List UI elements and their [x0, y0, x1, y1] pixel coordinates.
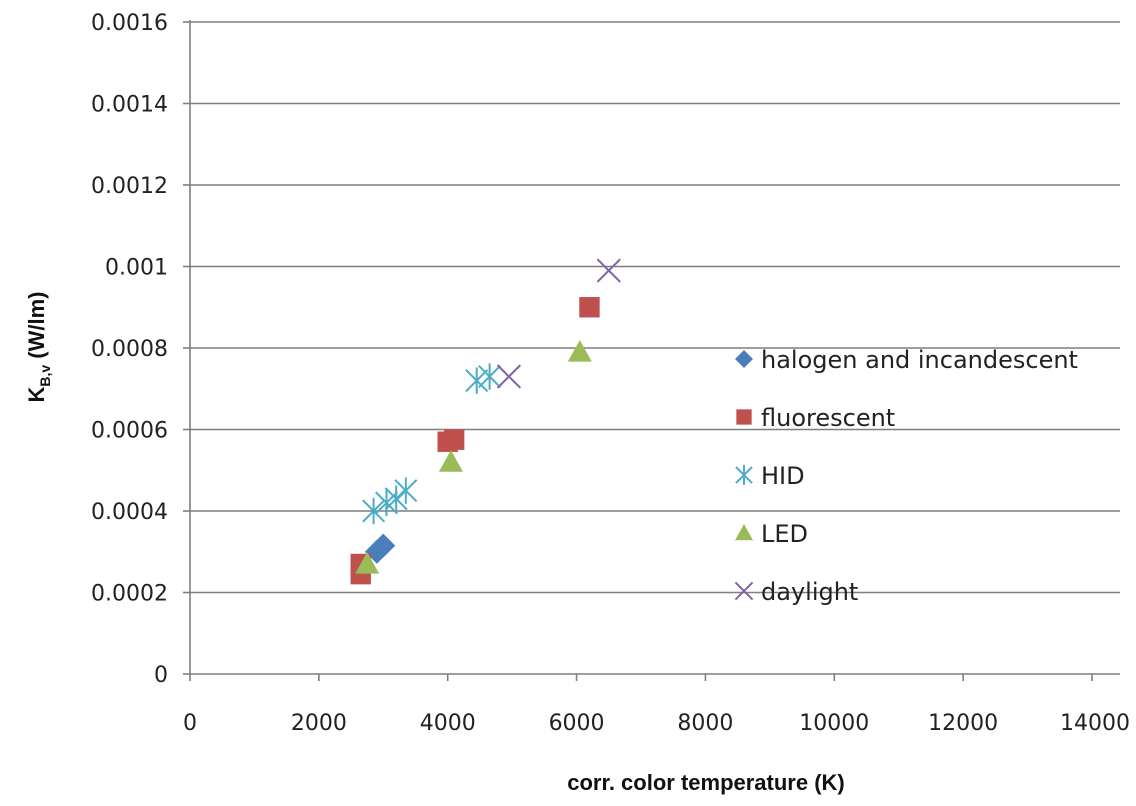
data-point-asterisk — [394, 477, 418, 504]
y-tick-label: 0.0012 — [91, 174, 168, 199]
legend: halogen and incandescent fluorescent HID LE… — [734, 346, 1078, 606]
legend-marker-triangle — [735, 524, 753, 541]
y-tick-label: 0.0004 — [91, 500, 168, 525]
y-tick-labels: 0 0.0002 0.0004 0.0006 0.0008 0.001 0.0012 0.00… — [91, 11, 168, 688]
gridlines — [190, 21, 1120, 594]
legend-marker-asterisk — [735, 465, 753, 485]
data-point-asterisk — [362, 497, 386, 525]
data-point-asterisk — [384, 485, 408, 512]
data-point-asterisk — [465, 367, 489, 394]
x-tick-labels: 0 2000 4000 6000 8000 10000 12000 14000 — [183, 711, 1130, 736]
x-tick-label: 0 — [183, 711, 197, 736]
data-point-square — [443, 429, 465, 450]
data-point-triangle — [438, 450, 463, 472]
y-axis-title-main: K — [24, 387, 49, 403]
y-axis-title-unit: (W/lm) — [24, 291, 49, 364]
axes — [183, 20, 1120, 681]
legend-label: HID — [761, 462, 805, 490]
y-tick-label: 0.001 — [105, 256, 168, 281]
data-point-square — [579, 297, 600, 318]
legend-marker-square — [736, 409, 752, 425]
data-point-triangle — [567, 340, 592, 362]
data-point-x — [496, 364, 522, 389]
y-tick-label: 0.0002 — [91, 582, 168, 607]
legend-label: halogen and incandescent — [761, 346, 1078, 374]
legend-label: fluorescent — [761, 404, 895, 432]
y-tick-label: 0.0016 — [91, 11, 168, 36]
x-tick-label: 8000 — [677, 711, 733, 736]
x-tick-label: 6000 — [549, 711, 605, 736]
x-tick-label: 2000 — [291, 711, 347, 736]
x-tick-label: 10000 — [799, 711, 869, 736]
legend-marker-x — [734, 581, 754, 601]
legend-label: daylight — [761, 578, 858, 606]
data-point-triangle — [355, 551, 380, 574]
y-axis-title-subscript: B,v — [37, 365, 53, 387]
y-tick-label: 0.0014 — [91, 93, 168, 118]
y-axis-title: KB,v (W/lm) — [24, 291, 53, 402]
legend-label: LED — [761, 520, 808, 548]
data-point-diamond — [371, 533, 396, 558]
x-axis-title: corr. color temperature (K) — [567, 770, 845, 795]
y-tick-label: 0.0008 — [91, 337, 168, 362]
data-point-x — [596, 258, 621, 283]
data-points — [350, 258, 621, 585]
x-tick-label: 4000 — [420, 711, 476, 736]
legend-marker-diamond — [735, 350, 753, 368]
x-tick-label: 14000 — [1060, 711, 1130, 736]
x-tick-label: 12000 — [928, 711, 998, 736]
y-tick-label: 0 — [154, 663, 168, 688]
data-point-asterisk — [375, 489, 399, 517]
data-point-asterisk — [478, 363, 502, 390]
y-tick-label: 0.0006 — [91, 419, 168, 444]
